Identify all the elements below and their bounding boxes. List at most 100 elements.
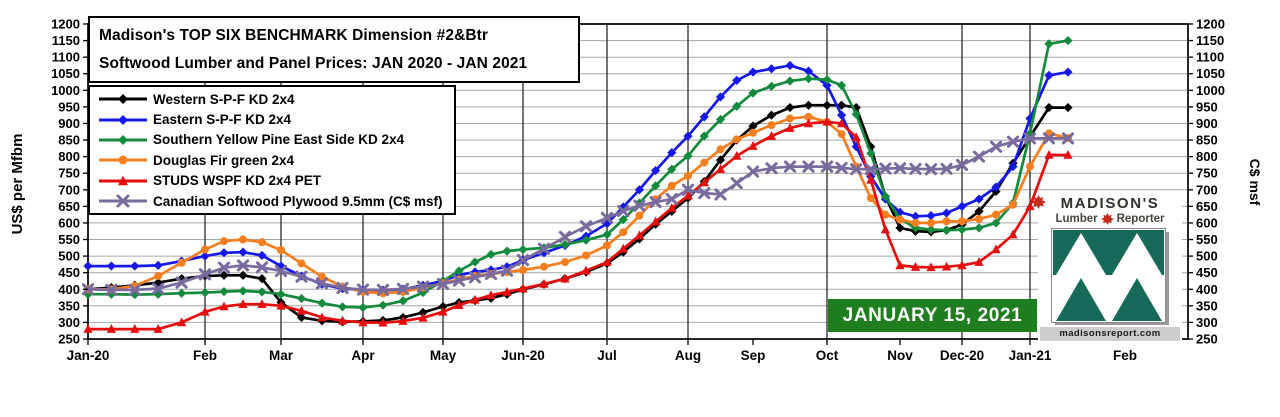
data-point-circle [297, 259, 306, 268]
data-point-diamond [766, 81, 777, 91]
data-point-diamond [748, 67, 758, 77]
data-point-circle [700, 158, 709, 167]
data-point-circle [991, 210, 1001, 219]
data-point-x [820, 160, 834, 173]
data-point-triangle [83, 324, 93, 333]
data-point-circle [635, 211, 644, 220]
data-point-diamond [837, 80, 847, 90]
data-point-diamond [651, 165, 661, 176]
data-point-circle [748, 128, 758, 137]
data-point-x [665, 192, 678, 206]
legend-marker-icon [99, 134, 147, 145]
y-axis-tick-right: 700 [1196, 182, 1218, 197]
data-point-diamond [941, 208, 952, 218]
data-point-diamond [941, 225, 952, 235]
data-point-circle [683, 171, 693, 180]
data-point-diamond [238, 247, 248, 257]
y-axis-tick-right: 1150 [1196, 33, 1224, 48]
data-point-diamond [667, 148, 677, 158]
data-point-diamond [715, 92, 726, 102]
data-point-circle [177, 258, 186, 267]
data-point-diamond [106, 261, 116, 271]
logo-subtitle-left: Lumber [1055, 213, 1098, 225]
data-point-circle [539, 262, 549, 271]
chart-legend: Western S-P-F KD 2x4 Eastern S-P-F KD 2x… [88, 85, 456, 215]
data-point-triangle [1008, 229, 1018, 239]
data-point-diamond [715, 114, 726, 125]
legend-label: STUDS WSPF KD 2x4 PET [153, 173, 322, 189]
data-point-x [236, 259, 250, 272]
maple-leaf-icon [1031, 195, 1046, 209]
data-point-triangle [337, 315, 348, 325]
data-point-triangle [296, 305, 307, 315]
data-point-triangle [1063, 149, 1073, 159]
y-axis-tick-left: 450 [58, 265, 80, 280]
y-axis-tick-right: 400 [1196, 282, 1218, 297]
data-point-triangle [177, 317, 187, 327]
data-point-diamond [438, 301, 448, 312]
y-axis-tick-left: 600 [58, 215, 80, 230]
data-point-triangle [941, 261, 952, 271]
data-point-triangle [957, 260, 967, 270]
data-point-circle [837, 130, 846, 139]
data-point-x [516, 253, 530, 267]
data-point-triangle [454, 300, 464, 309]
data-point-diamond [1063, 35, 1073, 46]
data-point-diamond [651, 181, 661, 191]
data-point-x [198, 268, 212, 281]
y-axis-tick-right: 900 [1196, 116, 1218, 131]
data-point-x [255, 261, 269, 274]
data-point-diamond [560, 239, 570, 250]
data-point-x [835, 161, 848, 175]
logo-title: MADISON'S [1060, 195, 1160, 212]
y-axis-tick-left: 1050 [51, 66, 80, 81]
data-point-x [1006, 135, 1020, 148]
y-axis-tick-right: 650 [1196, 199, 1218, 214]
y-axis-tick-left: 500 [58, 249, 80, 264]
data-point-diamond [822, 75, 832, 85]
legend-item-plywood: Canadian Softwood Plywood 9.5mm (C$ msf) [97, 191, 454, 211]
legend-label: Douglas Fir green 2x4 [153, 152, 295, 168]
data-point-triangle [418, 312, 428, 322]
x-axis-tick: Oct [816, 348, 839, 363]
data-point-diamond [219, 248, 229, 258]
data-point-triangle [618, 243, 628, 253]
data-point-diamond [200, 251, 210, 261]
data-point-diamond [851, 109, 861, 119]
data-point-diamond [667, 164, 677, 174]
data-point-circle [154, 271, 163, 281]
chart-title-line1: Madison's TOP SIX BENCHMARK Dimension #2… [99, 27, 489, 44]
data-point-diamond [748, 121, 758, 131]
data-point-triangle [715, 164, 726, 174]
data-point-triangle [581, 265, 591, 275]
data-point-circle [957, 217, 967, 226]
data-point-circle [118, 156, 128, 165]
data-point-triangle [502, 286, 512, 296]
data-point-triangle [560, 273, 570, 283]
data-point-x [336, 281, 349, 295]
data-point-diamond [683, 151, 693, 161]
data-point-triangle [1025, 201, 1035, 211]
x-axis-tick: Jan-20 [67, 348, 110, 363]
data-point-diamond [1025, 113, 1035, 124]
data-point-circle [895, 215, 905, 224]
data-point-triangle [539, 278, 549, 288]
y-axis-tick-left: 950 [58, 99, 80, 114]
y-axis-tick-left: 300 [58, 315, 80, 330]
data-point-x [217, 261, 231, 274]
data-point-diamond [486, 249, 496, 260]
data-point-diamond [177, 288, 187, 298]
data-point-diamond [83, 261, 93, 271]
data-point-diamond [378, 300, 388, 310]
data-point-diamond [153, 260, 163, 270]
data-point-diamond [822, 80, 832, 90]
data-point-triangle [785, 123, 795, 132]
data-point-diamond [296, 312, 307, 323]
data-point-circle [560, 258, 570, 267]
data-point-circle [881, 210, 890, 219]
x-axis-tick: Sep [741, 348, 766, 363]
data-point-x [649, 195, 662, 209]
y-axis-tick-left: 850 [58, 133, 80, 148]
data-point-triangle [766, 131, 777, 140]
data-point-diamond [337, 302, 348, 312]
